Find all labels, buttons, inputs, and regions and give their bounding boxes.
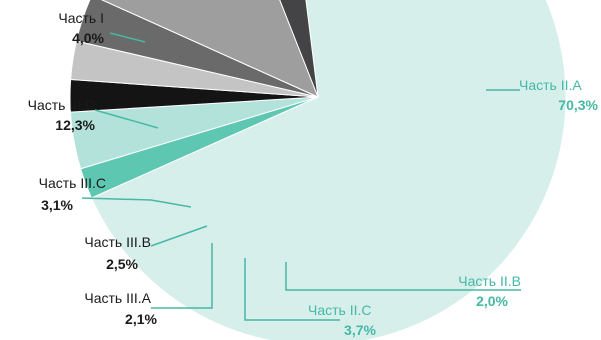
leader-line-iii-d <box>94 109 159 129</box>
leader-line-ii-b <box>285 262 521 291</box>
slice-label-iii-a: Часть III.A <box>84 290 151 306</box>
slice-value-iii-d: 12,3% <box>55 117 95 133</box>
slice-value-iii-a: 2,1% <box>125 311 157 327</box>
slice-value-ii-a: 70,3% <box>558 97 598 113</box>
slice-label-ii-c: Часть II.C <box>308 302 372 318</box>
slice-value-i: 4,0% <box>72 30 104 46</box>
leader-line-ii-c <box>244 258 340 321</box>
pie-slices <box>69 0 567 340</box>
pie-slice-iii-c <box>75 0 319 98</box>
slice-label-i: Часть I <box>58 10 104 26</box>
slice-value-iii-b: 2,5% <box>106 256 138 272</box>
slice-label-ii-b: Часть II.B <box>458 273 521 289</box>
pie-slice-iii-d <box>101 0 319 98</box>
pie-slice-ii-a <box>90 0 567 340</box>
leader-line-iii-b <box>150 225 208 247</box>
slice-value-ii-c: 3,7% <box>344 322 376 338</box>
slice-value-ii-b: 2,0% <box>476 293 508 309</box>
slice-label-iii-d: Часть III.D <box>28 97 95 113</box>
pie-slice-i <box>279 0 319 98</box>
leader-line-i <box>109 32 146 43</box>
slice-labels: Часть II.A 70,3% Часть II.B 2,0% Часть II.C 3… <box>28 10 599 338</box>
leader-lines <box>81 32 521 321</box>
leader-line-iii-c <box>81 197 192 208</box>
slice-label-iii-b: Часть III.B <box>84 234 151 250</box>
slice-label-iii-c: Часть III.C <box>39 175 106 191</box>
slice-value-iii-c: 3,1% <box>41 197 73 213</box>
slice-label-ii-a: Часть II.A <box>519 77 582 93</box>
leader-line-iii-a <box>151 243 213 309</box>
